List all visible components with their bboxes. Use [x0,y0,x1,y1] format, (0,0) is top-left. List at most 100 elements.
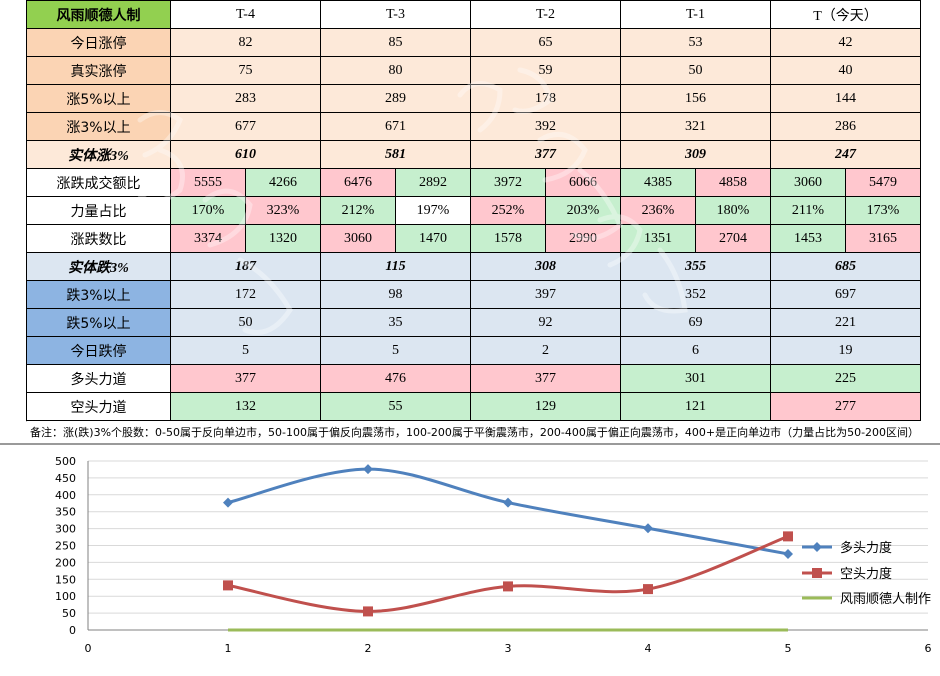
table-cell: 1578 [470,224,546,253]
table-cell: 3374 [170,224,246,253]
table-cell: 289 [320,84,471,113]
data-point [643,584,653,595]
table-cell: 80 [320,56,471,85]
spreadsheet: 风雨顺德人制 T-4 T-3 T-2 T-1 T（今天） 今日涨停 82 85 65 53 42 真实涨… [0,0,940,445]
table-cell: 69 [620,308,771,337]
table-cell: 3972 [470,168,546,197]
legend-label: 风雨顺德人制作 [840,592,931,607]
y-tick-label: 250 [55,540,76,553]
legend-label: 空头力度 [840,566,892,582]
row-label: 涨跌成交额比 [26,168,171,197]
table-row: 实体跌3% 187 115 308 355 685 [26,252,921,281]
row-label: 实体跌3% [26,252,171,281]
table-cell: 4266 [245,168,321,197]
table-cell: 697 [770,280,921,309]
table-cell: 82 [170,28,321,57]
sheet-divider [0,443,940,445]
legend-marker [812,542,822,552]
table-row: 涨跌成交额比 5555 4266 6476 2892 3972 6066 4385 4858 30… [26,168,921,197]
y-tick-label: 100 [55,590,76,603]
table-cell: 3060 [320,224,396,253]
table-cell: 392 [470,112,621,141]
table-cell: 352 [620,280,771,309]
x-tick-label: 6 [925,642,932,655]
table-cell: 173% [845,196,921,225]
table-cell: 4385 [620,168,696,197]
table-cell: 2990 [545,224,621,253]
x-tick-label: 0 [85,642,92,655]
table-cell: 50 [620,56,771,85]
table-row: 涨跌数比 3374 1320 3060 1470 1578 2990 1351 2704 1453… [26,224,921,253]
row-label: 跌5%以上 [26,308,171,337]
y-tick-label: 0 [69,624,76,637]
x-tick-label: 3 [505,642,512,655]
table-cell: 197% [395,196,471,225]
table-row: 跌3%以上 172 98 397 352 697 [26,280,921,309]
table-cell: 355 [620,252,771,281]
table-cell: 377 [470,140,621,169]
table-cell: 5479 [845,168,921,197]
market-stats-table: 风雨顺德人制 T-4 T-3 T-2 T-1 T（今天） 今日涨停 82 85 65 53 42 真实涨… [26,0,921,421]
column-header: T-1 [620,0,771,29]
y-tick-label: 50 [62,607,76,620]
row-label: 跌3%以上 [26,280,171,309]
table-cell: 2704 [695,224,771,253]
x-tick-label: 4 [645,642,652,655]
data-point [223,580,233,591]
header-row: 风雨顺德人制 T-4 T-3 T-2 T-1 T（今天） [26,0,921,29]
table-cell: 377 [470,364,621,393]
line-chart: 0 50 100 150 200 250 300 350 400 450 500 0 1 2 3 4 5 6 多头力… [0,445,940,672]
table-cell: 301 [620,364,771,393]
table-cell: 252% [470,196,546,225]
table-title: 风雨顺德人制 [26,0,171,29]
table-cell: 172 [170,280,321,309]
row-label: 空头力道 [26,392,171,421]
table-cell: 212% [320,196,396,225]
table-cell: 236% [620,196,696,225]
table-cell: 225 [770,364,921,393]
data-point [503,497,513,508]
table-cell: 286 [770,112,921,141]
table-cell: 283 [170,84,321,113]
table-cell: 277 [770,392,921,421]
table-cell: 1320 [245,224,321,253]
table-cell: 247 [770,140,921,169]
table-cell: 19 [770,336,921,365]
table-cell: 581 [320,140,471,169]
row-label: 实体涨3% [26,140,171,169]
footnote: 备注：涨(跌)3%个股数：0-50属于反向单边市，50-100属于偏反向震荡市，… [30,426,920,439]
table-cell: 1470 [395,224,471,253]
y-tick-label: 200 [55,556,76,569]
table-cell: 309 [620,140,771,169]
row-label: 涨跌数比 [26,224,171,253]
y-tick-label: 150 [55,573,76,586]
legend-label: 多头力度 [840,540,892,556]
table-cell: 98 [320,280,471,309]
table-cell: 40 [770,56,921,85]
table-row: 实体涨3% 610 581 377 309 247 [26,140,921,169]
table-row: 空头力道 132 55 129 121 277 [26,392,921,421]
table-cell: 6476 [320,168,396,197]
table-row: 跌5%以上 50 35 92 69 221 [26,308,921,337]
table-row: 今日涨停 82 85 65 53 42 [26,28,921,57]
x-tick-label: 5 [785,642,792,655]
table-cell: 2892 [395,168,471,197]
table-cell: 50 [170,308,321,337]
chart-canvas: 0 50 100 150 200 250 300 350 400 450 500 0 1 2 3 4 5 6 多头力… [55,455,932,655]
table-cell: 677 [170,112,321,141]
table-cell: 85 [320,28,471,57]
table-cell: 75 [170,56,321,85]
table-cell: 1351 [620,224,696,253]
table-cell: 132 [170,392,321,421]
data-point [783,531,793,542]
table-row: 力量占比 170% 323% 212% 197% 252% 203% 236% 180% 211%… [26,196,921,225]
table-cell: 5555 [170,168,246,197]
data-point [223,497,233,508]
table-cell: 65 [470,28,621,57]
table-cell: 170% [170,196,246,225]
data-point [503,581,513,592]
y-tick-label: 300 [55,523,76,536]
x-tick-label: 2 [365,642,372,655]
row-label: 涨5%以上 [26,84,171,113]
table-cell: 144 [770,84,921,113]
